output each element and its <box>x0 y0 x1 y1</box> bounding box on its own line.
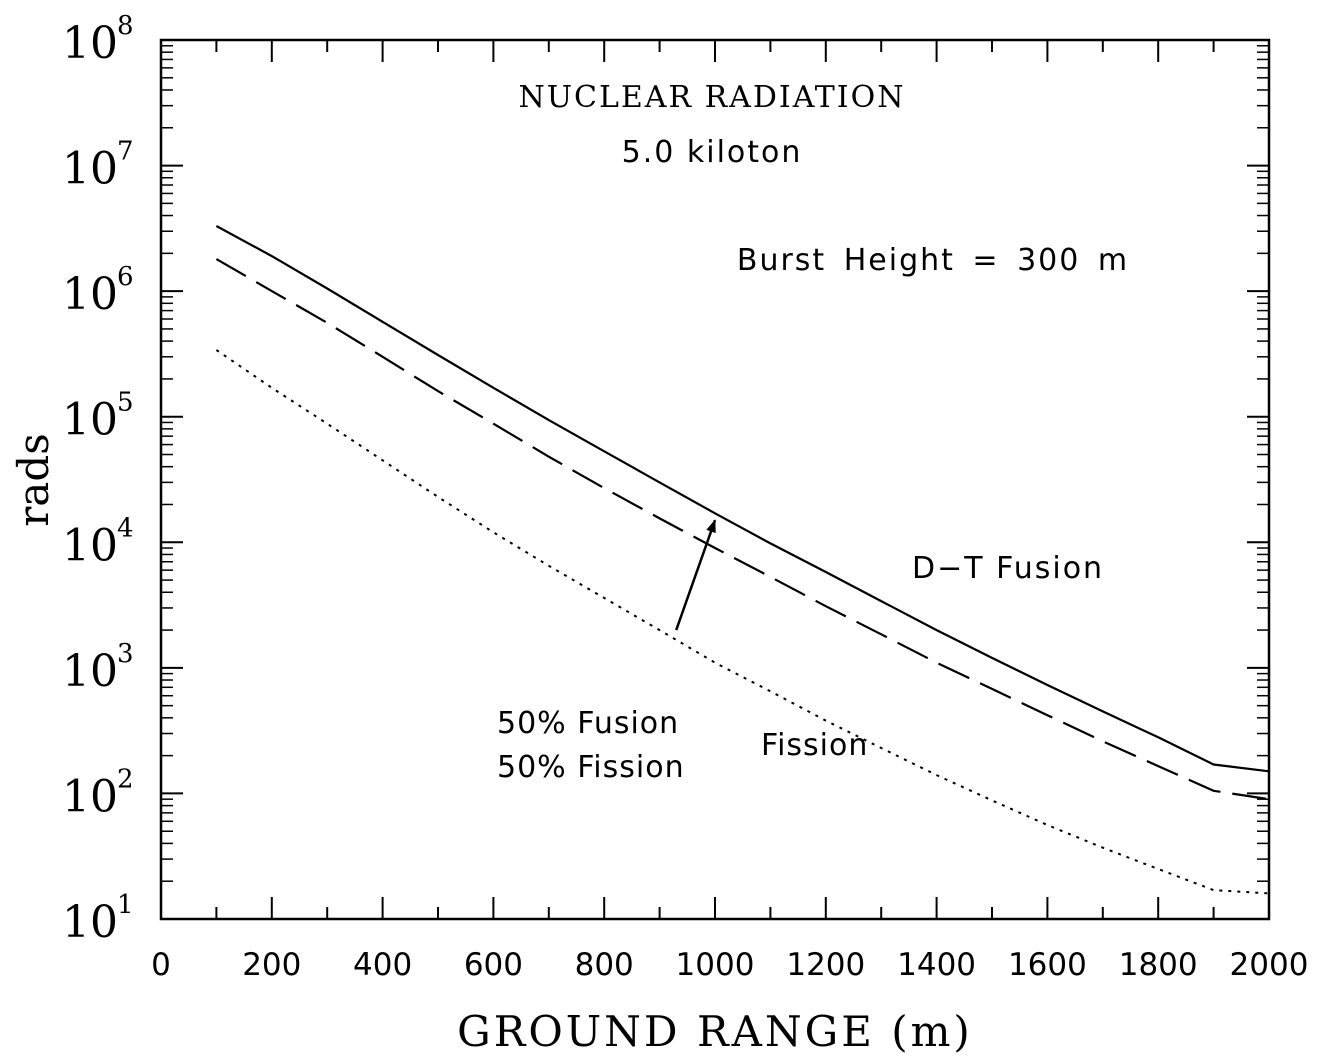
y-axis-label: rads <box>9 433 58 527</box>
series-label-dt-fusion: D−T Fusion <box>912 551 1104 586</box>
y-tick-label-exponent: 4 <box>117 513 134 543</box>
series-label-mixed-line2: 50% Fission <box>497 750 685 785</box>
x-tick-label: 1200 <box>786 947 865 983</box>
chart-title: NUCLEAR RADIATION <box>519 80 906 115</box>
series-label-fission: Fission <box>761 728 868 763</box>
y-tick-label-exponent: 5 <box>117 388 134 418</box>
burst-height-annotation: Burst Height = 300 m <box>737 243 1129 278</box>
y-tick-label-base: 10 <box>62 897 118 948</box>
plot-frame <box>159 38 1271 921</box>
y-tick-label-exponent: 7 <box>117 137 134 167</box>
series-line-dashed <box>215 258 1270 801</box>
chart-subtitle: 5.0 kiloton <box>622 135 803 170</box>
x-tick-label: 800 <box>575 947 634 983</box>
y-tick-label-exponent: 2 <box>117 764 134 794</box>
y-tick-label-exponent: 6 <box>117 262 134 292</box>
x-tick-label: 400 <box>353 947 412 983</box>
series-line-dotted <box>215 349 1270 895</box>
x-tick-label: 1800 <box>1119 947 1198 983</box>
x-tick-label: 200 <box>242 947 301 983</box>
x-axis-ticks <box>160 40 1270 919</box>
y-tick-label-base: 10 <box>62 269 118 320</box>
x-tick-label: 2000 <box>1230 947 1309 983</box>
y-tick-label-base: 10 <box>62 520 118 571</box>
series-lines <box>215 225 1270 895</box>
x-axis-label: GROUND RANGE (m) <box>457 1007 973 1056</box>
x-tick-label: 1400 <box>897 947 976 983</box>
y-tick-label-base: 10 <box>62 395 118 446</box>
series-label-mixed-line1: 50% Fusion <box>497 706 679 741</box>
x-tick-label: 600 <box>464 947 523 983</box>
y-tick-label-base: 10 <box>62 18 118 69</box>
y-tick-label-exponent: 1 <box>117 890 134 920</box>
series-line-solid <box>215 225 1270 773</box>
y-tick-label-base: 10 <box>62 144 118 195</box>
y-tick-label-base: 10 <box>62 646 118 697</box>
x-tick-label: 1000 <box>676 947 755 983</box>
y-tick-label-base: 10 <box>62 771 118 822</box>
annotation-arrow <box>675 519 717 631</box>
y-axis-ticks <box>161 39 1269 920</box>
y-tick-label-exponent: 8 <box>117 11 134 41</box>
x-tick-label: 1600 <box>1008 947 1087 983</box>
y-tick-label-exponent: 3 <box>117 639 134 669</box>
x-tick-label: 0 <box>151 947 171 983</box>
x-tick-labels: 0 200 400 600 800 1000 1200 1400 1600 1800 2000 <box>151 947 1308 983</box>
